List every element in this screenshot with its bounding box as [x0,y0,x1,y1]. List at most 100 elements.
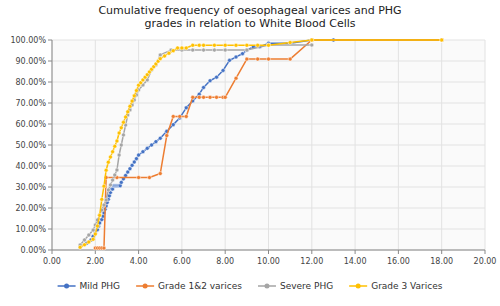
point [167,51,171,55]
point [184,46,188,50]
grid-line [52,40,53,250]
point [108,183,112,187]
point [241,52,245,56]
point [171,49,175,53]
point [124,115,128,119]
title: Cumulative frequency of oesophageal vari… [98,4,401,30]
point [288,57,292,61]
point [115,139,119,143]
point [121,120,125,124]
point [440,38,444,42]
point [121,133,125,137]
point [106,188,110,192]
point [113,173,117,177]
tick-label: 70.00% [15,99,46,108]
point [245,57,249,61]
point [212,48,216,52]
point [191,48,195,52]
point [267,43,271,47]
series-line [95,40,441,248]
point [102,184,106,188]
tick-label: 14.00 [344,257,367,266]
tick-label: 4.00 [130,257,148,266]
point [119,143,123,147]
point [163,54,167,58]
point [158,172,162,176]
series [78,43,314,247]
point [117,153,121,157]
legend-marker [264,284,269,289]
point [221,68,225,72]
point [228,58,232,62]
point [245,43,249,47]
series [93,38,443,250]
point [245,48,249,52]
point [202,43,206,47]
tick-label: 50.00% [15,141,46,150]
tick [48,166,52,167]
point [202,85,206,89]
point [115,168,119,172]
point [150,143,154,147]
tick-label: 20.00 [474,257,497,266]
tick-label: 0.00% [21,246,47,255]
point [310,38,314,42]
legend-item: Severe PHG [258,281,333,291]
point [197,95,201,99]
y-axis-line [52,40,53,250]
point [117,131,121,135]
point [208,79,212,83]
series-line [80,40,442,247]
point [111,150,115,154]
series [78,38,444,249]
tick-label: 10.00% [15,225,46,234]
point [111,178,115,182]
point [191,43,195,47]
point [134,157,138,161]
point [191,95,195,99]
tick-label: 6.00 [173,257,191,266]
point [106,160,110,164]
point [176,46,180,50]
tick [48,145,52,146]
grid-line [355,40,356,250]
tick-label: 20.00% [15,204,46,213]
point [234,55,238,59]
tick-label: 0.00 [43,257,61,266]
point [78,245,82,249]
grid-line [95,40,96,250]
tick [52,250,53,254]
legend-marker [143,284,148,289]
series [78,38,444,249]
series-line [80,40,442,247]
tick-label: 12.00 [300,257,323,266]
grid-line [268,40,269,250]
tick-label: 30.00% [15,183,46,192]
point [137,176,141,180]
grid-line [311,40,312,250]
tick [48,40,52,41]
point [91,228,95,232]
point [223,43,227,47]
grid-line [441,40,442,250]
point [113,144,117,148]
point [87,240,91,244]
point [310,38,314,42]
point [128,104,132,108]
tick [48,61,52,62]
point [134,89,138,93]
point [95,224,99,228]
page: {"chart_data": { "type": "line", "title"… [0,0,500,306]
tick-label: 80.00% [15,78,46,87]
point [288,41,292,45]
legend-marker [64,284,69,289]
tick [48,208,52,209]
point [184,106,188,110]
tick [181,250,182,254]
legend-label: Grade 3 Varices [371,281,443,291]
tick [48,187,52,188]
point [202,95,206,99]
grid-line [181,40,182,250]
legend-label: Mild PHG [80,281,121,291]
legend-item: Grade 3 Varices [349,281,443,291]
